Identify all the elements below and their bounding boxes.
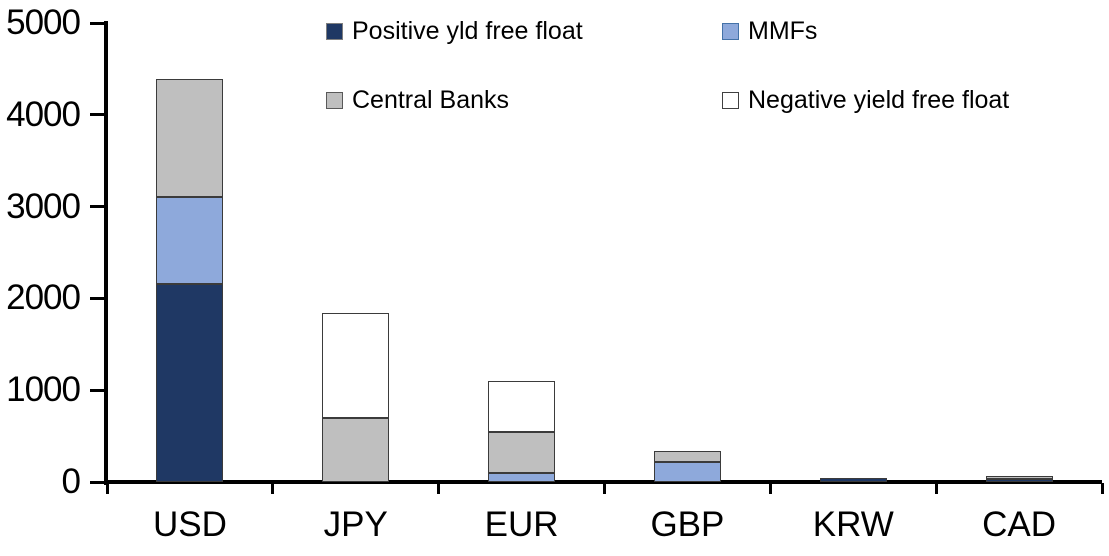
legend-label-negative-yield-free-float: Negative yield free float — [748, 86, 1010, 114]
y-tick-mark — [90, 296, 105, 300]
x-tick-mark — [271, 483, 275, 494]
y-tick-label: 4000 — [6, 94, 81, 134]
x-axis-label-cad: CAD — [982, 505, 1057, 544]
x-axis-label-jpy: JPY — [323, 505, 388, 544]
x-axis-line — [104, 480, 1102, 484]
bar-segment-eur-negative-yield-free-float — [488, 381, 556, 433]
x-axis-label-usd: USD — [152, 505, 227, 544]
bar-segment-usd-central-banks — [156, 78, 224, 198]
y-tick-label: 1000 — [6, 370, 81, 410]
bar-segment-usd-positive-yld-free-float — [156, 283, 224, 482]
legend-item-negative-yield-free-float: Negative yield free float — [722, 87, 1009, 113]
y-tick-label: 5000 — [6, 3, 81, 42]
x-axis-label-eur: EUR — [484, 505, 559, 544]
y-tick-mark — [90, 388, 105, 392]
bar-segment-jpy-central-banks — [322, 417, 390, 482]
bar-segment-cad-positive-yld-free-float — [985, 479, 1053, 482]
x-tick-mark — [603, 483, 606, 494]
y-tick-label: 3000 — [6, 186, 81, 226]
bar-segment-krw-positive-yld-free-float — [819, 478, 887, 482]
y-axis-line — [104, 21, 108, 485]
y-tick-mark — [90, 205, 105, 209]
legend-swatch-negative-yield-free-float — [722, 91, 739, 109]
legend-swatch-mmfs — [722, 22, 739, 40]
legend-item-mmfs: MMFs — [722, 18, 817, 44]
x-tick-mark — [768, 483, 772, 494]
legend-label-central-banks: Central Banks — [352, 86, 510, 114]
x-tick-mark — [105, 483, 109, 494]
legend-label-positive-yld-free-float: Positive yld free float — [352, 17, 583, 45]
x-axis-label-gbp: GBP — [650, 505, 725, 544]
bar-segment-eur-mmfs — [488, 472, 556, 482]
bar-segment-usd-mmfs — [156, 197, 224, 284]
y-tick-mark — [90, 480, 105, 484]
bar-segment-gbp-central-banks — [653, 450, 721, 462]
bar-segment-jpy-negative-yield-free-float — [322, 313, 390, 418]
legend-label-mmfs: MMFs — [748, 17, 818, 45]
bar-segment-gbp-mmfs — [653, 461, 721, 482]
legend-item-positive-yld-free-float: Positive yld free float — [326, 18, 583, 44]
x-tick-mark — [934, 483, 938, 494]
x-tick-mark — [1100, 483, 1104, 494]
legend-swatch-positive-yld-free-float — [326, 22, 343, 40]
legend-swatch-central-banks — [326, 91, 343, 109]
x-tick-mark — [437, 483, 441, 494]
bar-segment-eur-central-banks — [488, 432, 556, 473]
y-tick-mark — [90, 113, 105, 117]
y-tick-mark — [90, 21, 105, 25]
legend-item-central-banks: Central Banks — [326, 87, 509, 113]
y-tick-label: 2000 — [6, 278, 81, 318]
x-axis-label-krw: KRW — [812, 505, 894, 544]
y-tick-label: 0 — [61, 462, 81, 501]
bar-segment-cad-central-banks — [985, 476, 1053, 480]
